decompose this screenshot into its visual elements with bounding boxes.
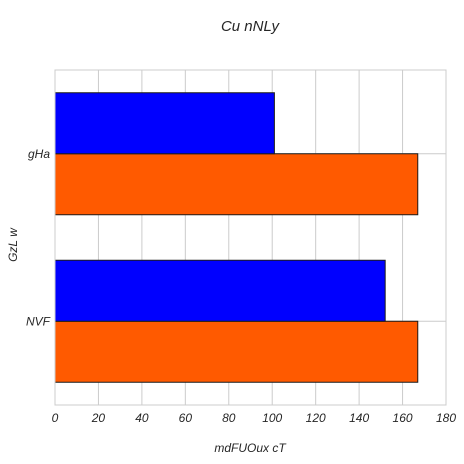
x-tick-label: 40 [135,411,149,425]
x-tick-label: 180 [436,411,456,425]
bar [54,153,419,216]
y-tick-label: gHa [28,147,50,161]
bar [54,259,386,322]
x-tick-label: 100 [262,411,282,425]
plot-frame [54,69,447,406]
x-tick-label: 120 [306,411,326,425]
bars-layer [54,92,419,383]
y-tick-label: NVF [26,314,51,328]
axes-layer: 0 20 40 60 80 100 120 140 160 180 NVF gHa [26,69,456,425]
x-tick-label: 0 [52,411,59,425]
x-tick-label: 20 [91,411,106,425]
x-tick-label: 80 [222,411,236,425]
chart-title: Cu nNLy [221,18,281,35]
x-tick-label: 140 [349,411,369,425]
x-axis-label: mdFUOux cT [214,441,287,455]
bar [54,320,419,383]
x-tick-label: 160 [393,411,413,425]
bar [54,92,275,155]
x-tick-label: 60 [179,411,193,425]
y-axis-label: GzL w [6,227,20,262]
